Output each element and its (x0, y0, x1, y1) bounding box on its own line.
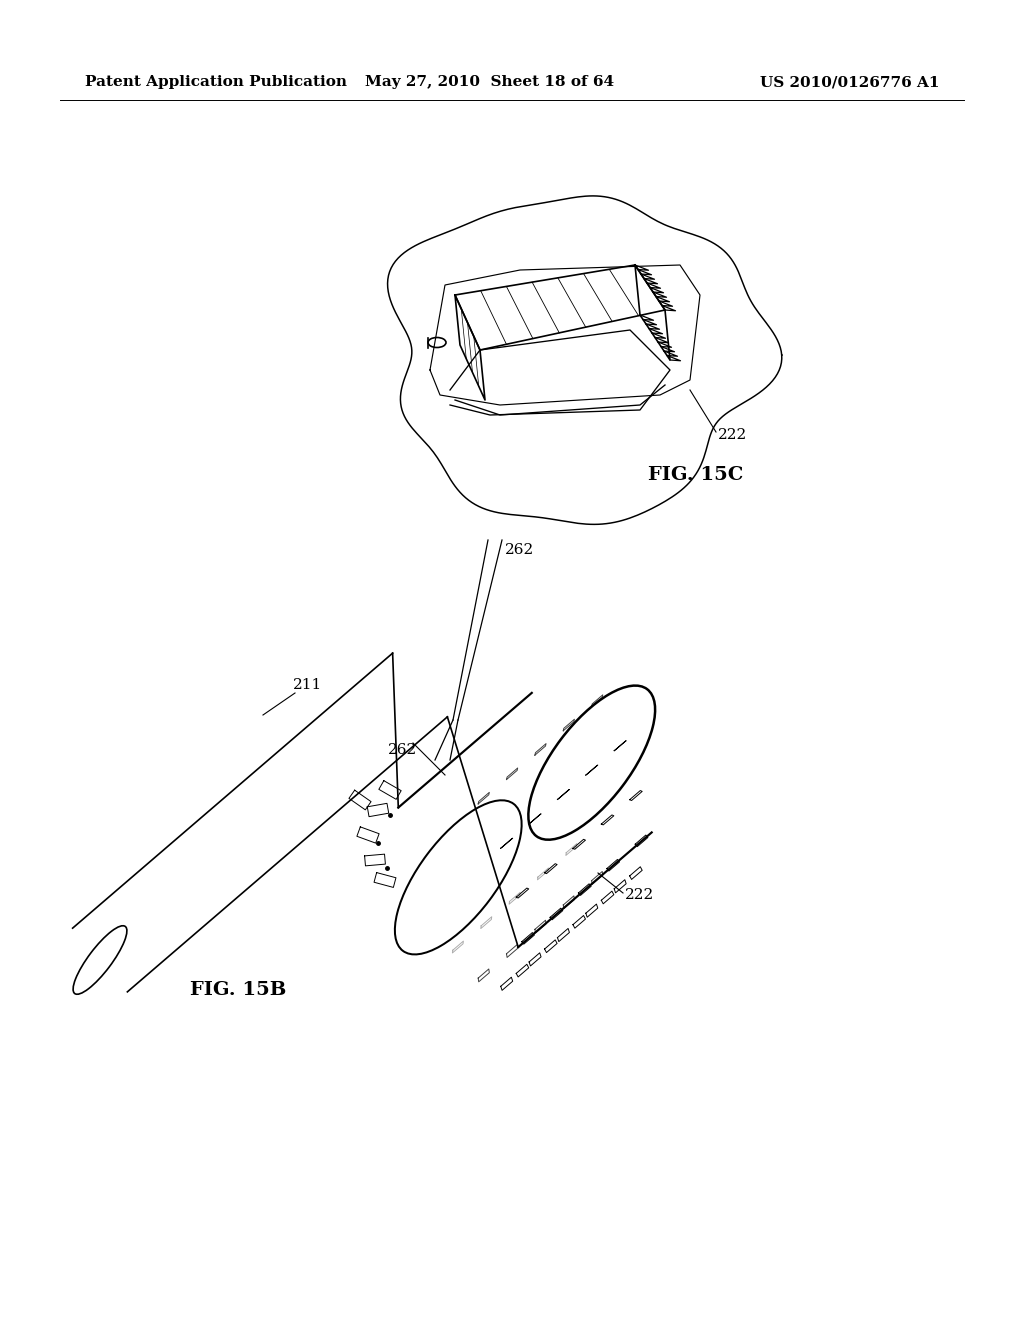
Text: FIG. 15B: FIG. 15B (190, 981, 287, 999)
Text: 222: 222 (718, 428, 748, 442)
Text: US 2010/0126776 A1: US 2010/0126776 A1 (761, 75, 940, 88)
Text: 222: 222 (625, 888, 654, 902)
Text: May 27, 2010  Sheet 18 of 64: May 27, 2010 Sheet 18 of 64 (366, 75, 614, 88)
Text: 262: 262 (388, 743, 418, 756)
Text: Patent Application Publication: Patent Application Publication (85, 75, 347, 88)
Text: FIG. 15C: FIG. 15C (648, 466, 743, 484)
Text: 211: 211 (293, 678, 323, 692)
Text: 262: 262 (506, 543, 535, 557)
